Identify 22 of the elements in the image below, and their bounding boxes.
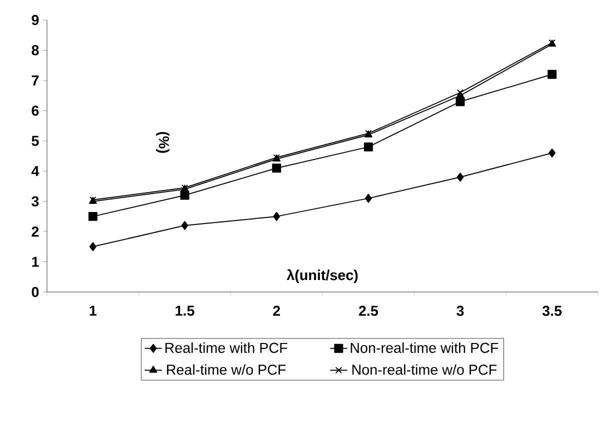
y-tick-label: 1 xyxy=(32,256,39,267)
x-tick-label: 3.5 xyxy=(542,306,562,316)
x-tick-label: 2 xyxy=(273,306,280,316)
legend-label: Non-real-time with PCF xyxy=(350,342,498,353)
legend-label: Non-real-time w/o PCF xyxy=(352,364,497,375)
y-tick-label: 6 xyxy=(32,106,39,116)
y-tick-label: 9 xyxy=(32,14,39,26)
legend-label: Real-time w/o PCF xyxy=(167,364,286,375)
y-tick-label: 2 xyxy=(32,226,39,237)
x-axis-title: λ(unit/sec) xyxy=(286,269,358,284)
x-tick-label: 1 xyxy=(90,306,97,316)
y-axis-title: (%) xyxy=(156,132,170,153)
x-tick-label: 1.5 xyxy=(176,306,194,316)
y-tick-label: 0 xyxy=(32,286,39,298)
x-tick-label: 2.5 xyxy=(358,306,378,316)
y-tick-label: 4 xyxy=(31,166,40,176)
x-tick-label: 3 xyxy=(456,306,464,316)
y-tick-label: 3 xyxy=(32,196,39,206)
y-tick-label: 7 xyxy=(32,76,39,86)
legend-label: Real-time with PCF xyxy=(165,342,288,353)
y-tick-label: 8 xyxy=(32,45,39,56)
y-tick-label: 5 xyxy=(32,136,39,146)
